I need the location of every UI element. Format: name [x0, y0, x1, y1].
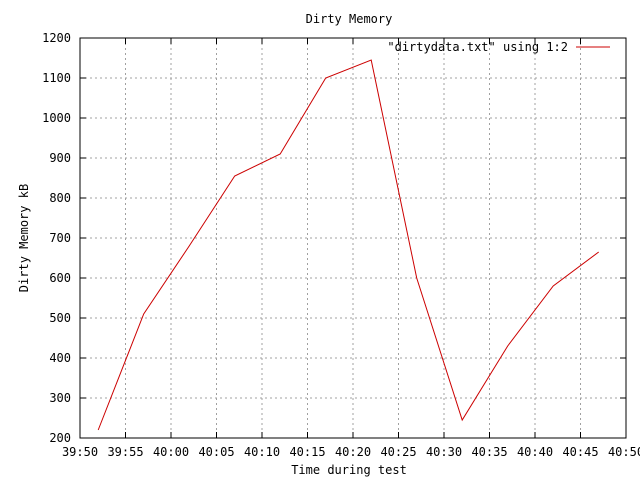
- x-tick-label: 40:15: [289, 445, 325, 459]
- ticks: [79, 37, 627, 439]
- y-tick-label: 200: [49, 431, 71, 445]
- y-tick-labels: 200 300 400 500 600 700 800 900 1000 1100 1200: [42, 31, 71, 445]
- x-tick-label: 40:05: [198, 445, 234, 459]
- y-axis-label: Dirty Memory kB: [17, 184, 31, 292]
- x-tick-label: 39:55: [107, 445, 143, 459]
- x-tick-label: 39:50: [62, 445, 98, 459]
- series: [97, 59, 599, 431]
- y-tick-label: 900: [49, 151, 71, 165]
- x-tick-label: 40:45: [562, 445, 598, 459]
- x-tick-label: 40:50: [608, 445, 640, 459]
- legend: "dirtydata.txt" using 1:2: [387, 40, 610, 54]
- series-line: [97, 59, 599, 431]
- y-tick-label: 400: [49, 351, 71, 365]
- y-tick-label: 1200: [42, 31, 71, 45]
- legend-label: "dirtydata.txt" using 1:2: [387, 40, 568, 54]
- y-tick-label: 1000: [42, 111, 71, 125]
- x-tick-label: 40:25: [380, 445, 416, 459]
- y-tick-label: 500: [49, 311, 71, 325]
- y-tick-label: 300: [49, 391, 71, 405]
- x-tick-labels: 39:50 39:55 40:00 40:05 40:10 40:15 40:20 40:25…: [62, 445, 640, 459]
- y-tick-label: 800: [49, 191, 71, 205]
- x-axis-label: Time during test: [291, 463, 407, 477]
- y-tick-label: 700: [49, 231, 71, 245]
- y-tick-label: 600: [49, 271, 71, 285]
- grid: [80, 38, 626, 438]
- x-tick-label: 40:40: [517, 445, 553, 459]
- x-tick-label: 40:30: [426, 445, 462, 459]
- x-tick-label: 40:20: [335, 445, 371, 459]
- y-tick-label: 1100: [42, 71, 71, 85]
- chart-title: Dirty Memory: [306, 12, 393, 26]
- x-tick-label: 40:00: [153, 445, 189, 459]
- x-tick-label: 40:10: [244, 445, 280, 459]
- x-tick-label: 40:35: [471, 445, 507, 459]
